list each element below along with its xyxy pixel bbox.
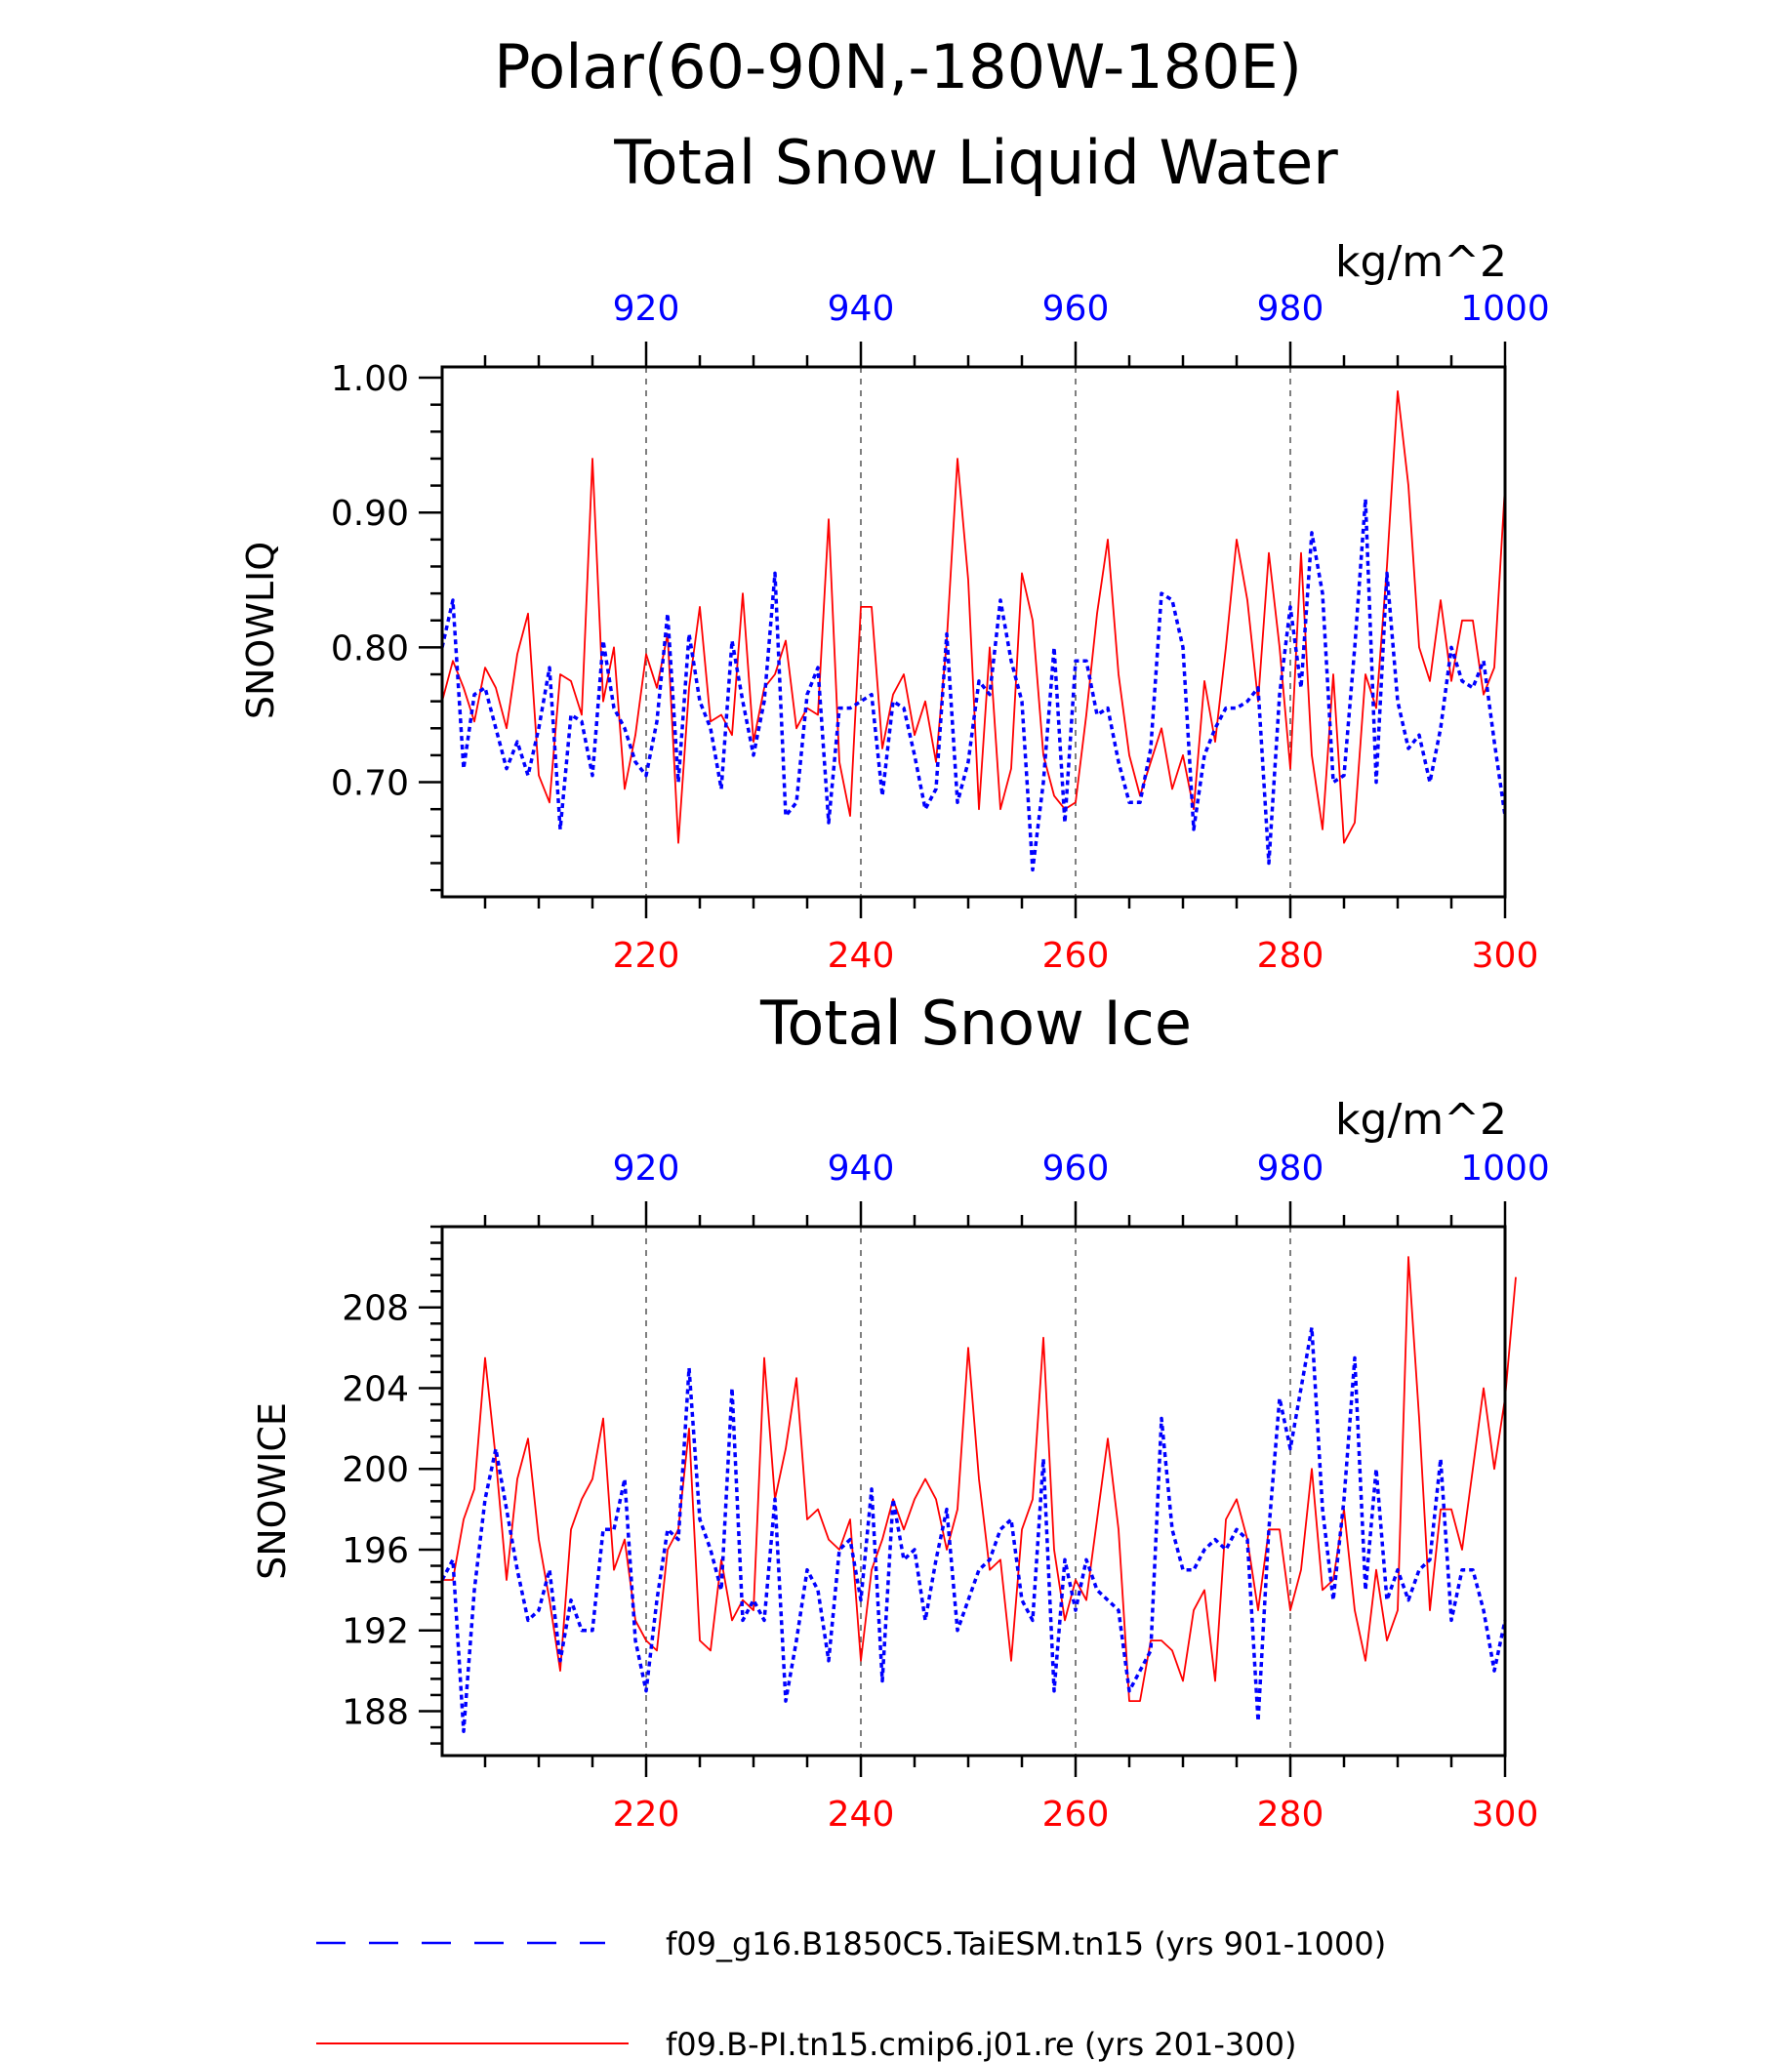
panel-snowice-grid: [645, 1227, 1291, 1756]
x-tick-label-bottom: 220: [613, 1795, 680, 1835]
panel-snowliq-top-axis: 920 940 960 980 1000: [483, 289, 1550, 367]
panel-snowliq-bottom-axis: 220 240 260 280 300: [483, 897, 1539, 976]
legend-label-cmip6: f09.B-PI.tn15.cmip6.j01.re (yrs 201-300): [666, 2026, 1296, 2062]
panel-snowice-bottom-axis: 220 240 260 280 300: [483, 1756, 1539, 1835]
y-tick-label: 204: [342, 1369, 409, 1409]
y-tick-label: 0.70: [331, 764, 409, 804]
y-tick-label: 192: [342, 1612, 409, 1652]
x-tick-label-bottom: 220: [613, 936, 680, 976]
y-tick-label: 196: [342, 1531, 409, 1571]
panel-snowice-y-axis: 188 192 196 200 204 208: [342, 1225, 442, 1745]
x-tick-label-top: 920: [613, 289, 680, 329]
x-tick-label-top: 980: [1257, 289, 1324, 329]
x-tick-label-bottom: 280: [1257, 1795, 1324, 1835]
x-tick-label-top: 940: [828, 1149, 895, 1189]
x-tick-label-bottom: 260: [1042, 936, 1110, 976]
x-tick-label-bottom: 260: [1042, 1795, 1110, 1835]
y-tick-label: 1.00: [331, 359, 409, 399]
y-tick-label: 200: [342, 1450, 409, 1490]
x-tick-label-top: 1000: [1460, 1149, 1550, 1189]
panel-snowliq: Total Snow Liquid Water kg/m^2 SNOWLIQ 0…: [239, 127, 1550, 976]
panel-snowice-ylabel: SNOWICE: [251, 1402, 294, 1580]
x-tick-label-top: 960: [1042, 289, 1110, 329]
panel-snowliq-series: [440, 389, 1507, 872]
x-tick-label-top: 980: [1257, 1149, 1324, 1189]
x-tick-label-bottom: 240: [828, 936, 895, 976]
x-tick-label-bottom: 300: [1472, 1795, 1539, 1835]
y-tick-label: 188: [342, 1692, 409, 1732]
y-tick-label: 0.90: [331, 494, 409, 534]
panel-snowliq-frame: [440, 365, 1507, 899]
x-tick-label-top: 920: [613, 1149, 680, 1189]
panel-snowliq-units: kg/m^2: [1335, 237, 1507, 287]
series-line-cmip6-snowliq: [441, 389, 1506, 844]
y-tick-label: 0.80: [331, 628, 409, 668]
panel-snowice: Total Snow Ice kg/m^2 SNOWICE 188 192 196 2…: [251, 988, 1550, 1835]
x-tick-label-top: 1000: [1460, 289, 1550, 329]
legend-label-taiesm: f09_g16.B1850C5.TaiESM.tn15 (yrs 901-100…: [666, 1925, 1386, 1962]
x-tick-label-top: 960: [1042, 1149, 1110, 1189]
legend: f09_g16.B1850C5.TaiESM.tn15 (yrs 901-100…: [316, 1925, 1386, 2062]
panel-snowliq-ylabel: SNOWLIQ: [239, 542, 282, 719]
panel-snowice-units: kg/m^2: [1335, 1095, 1507, 1145]
x-tick-label-bottom: 280: [1257, 936, 1324, 976]
panel-snowice-series: [440, 1256, 1517, 1733]
x-tick-label-bottom: 300: [1472, 936, 1539, 976]
series-line-taiesm-snowliq: [440, 497, 1507, 872]
panel-snowice-title: Total Snow Ice: [759, 988, 1192, 1059]
x-tick-label-top: 940: [828, 289, 895, 329]
panel-snowice-top-axis: 920 940 960 980 1000: [483, 1149, 1550, 1227]
series-line-taiesm-snowice: [440, 1325, 1507, 1733]
panel-snowice-frame: [440, 1225, 1507, 1758]
panel-snowliq-y-axis: 0.70 0.80 0.90 1.00: [331, 359, 442, 892]
y-tick-label: 208: [342, 1289, 409, 1329]
series-line-cmip6-snowice: [442, 1256, 1517, 1702]
panel-snowliq-title: Total Snow Liquid Water: [613, 127, 1338, 198]
figure-title: Polar(60-90N,-180W-180E): [494, 31, 1302, 102]
panel-snowliq-grid: [645, 367, 1291, 897]
x-tick-label-bottom: 240: [828, 1795, 895, 1835]
